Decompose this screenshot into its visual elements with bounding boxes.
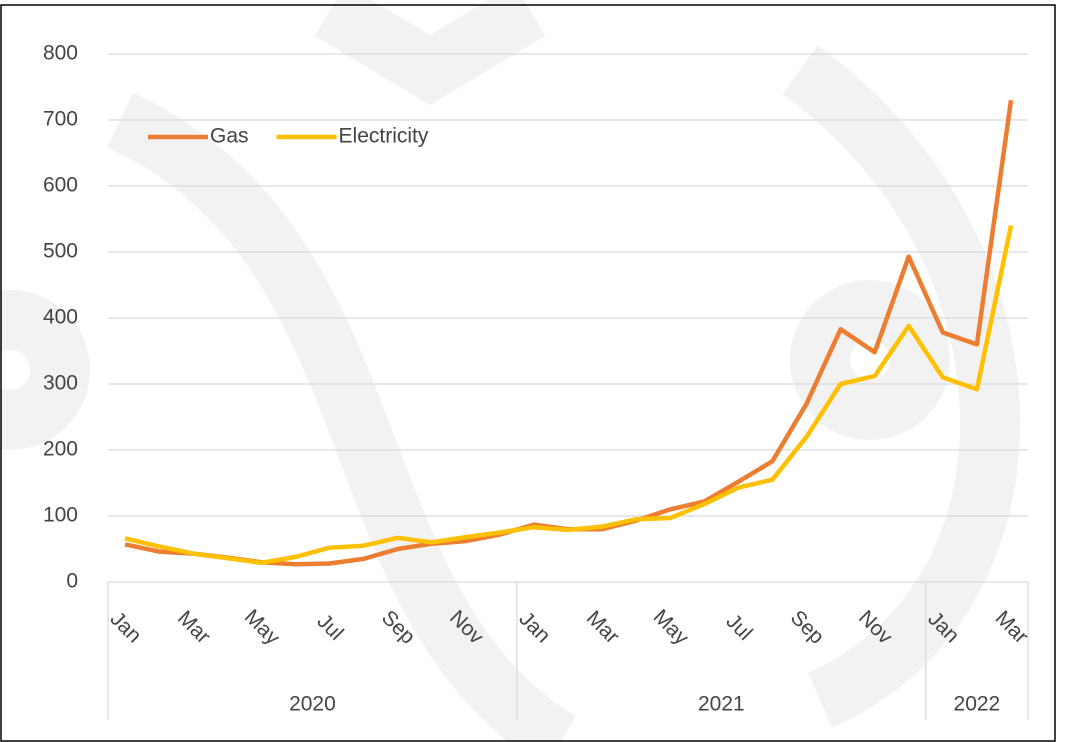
x-tick-label: Mar (582, 606, 624, 648)
legend-label: Gas (210, 125, 249, 148)
watermark (0, 0, 1021, 742)
x-tick-label: Mar (173, 606, 215, 648)
x-group-label: 2021 (698, 693, 745, 716)
y-tick-label: 100 (43, 504, 78, 527)
y-tick-label: 400 (43, 306, 78, 329)
y-tick-label: 800 (43, 42, 78, 65)
x-tick-label: May (240, 605, 285, 650)
y-tick-label: 200 (43, 438, 78, 461)
y-tick-label: 600 (43, 174, 78, 197)
x-tick-label: Sep (786, 606, 829, 649)
x-tick-label: May (649, 605, 694, 650)
y-tick-label: 300 (43, 372, 78, 395)
x-tick-label: Jan (106, 607, 146, 647)
y-tick-label: 500 (43, 240, 78, 263)
x-tick-label: Jan (514, 607, 554, 647)
x-tick-label: Jul (721, 610, 756, 645)
y-tick-label: 700 (43, 108, 78, 131)
x-tick-label: Mar (991, 606, 1033, 648)
y-tick-label: 0 (66, 570, 78, 593)
x-group-label: 2020 (289, 693, 336, 716)
series-line (124, 225, 1014, 566)
legend-label: Electricity (339, 125, 429, 148)
x-group-label: 2022 (954, 693, 1001, 716)
x-tick-label: Jul (313, 610, 348, 645)
chart-frame (0, 4, 1056, 742)
